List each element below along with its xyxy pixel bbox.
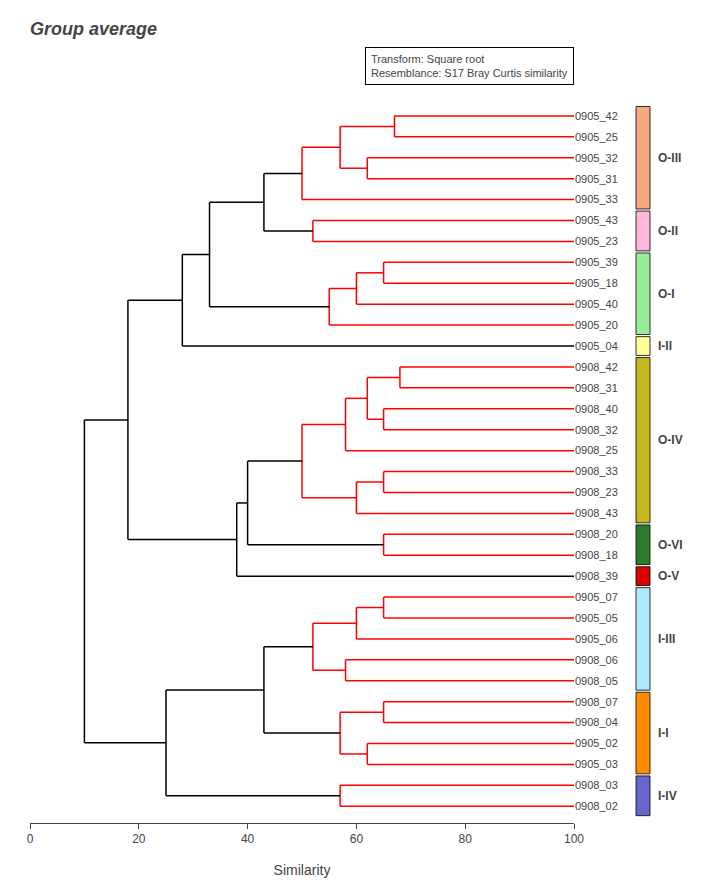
svg-text:0905_04: 0905_04 bbox=[575, 340, 618, 352]
svg-text:0905_03: 0905_03 bbox=[575, 758, 618, 770]
svg-text:100: 100 bbox=[564, 832, 584, 846]
svg-text:0908_31: 0908_31 bbox=[575, 382, 618, 394]
svg-text:0905_05: 0905_05 bbox=[575, 612, 618, 624]
svg-text:I-III: I-III bbox=[658, 632, 675, 646]
svg-text:0905_43: 0905_43 bbox=[575, 214, 618, 226]
svg-text:O-I: O-I bbox=[658, 287, 675, 301]
svg-text:0908_06: 0908_06 bbox=[575, 654, 618, 666]
svg-text:0905_40: 0905_40 bbox=[575, 298, 618, 310]
svg-text:0905_18: 0905_18 bbox=[575, 277, 618, 289]
svg-text:0908_05: 0908_05 bbox=[575, 675, 618, 687]
svg-text:0908_39: 0908_39 bbox=[575, 570, 618, 582]
svg-text:0905_42: 0905_42 bbox=[575, 110, 618, 122]
svg-text:0908_33: 0908_33 bbox=[575, 465, 618, 477]
svg-text:0908_18: 0908_18 bbox=[575, 549, 618, 561]
svg-text:0905_07: 0905_07 bbox=[575, 591, 618, 603]
svg-text:0908_02: 0908_02 bbox=[575, 800, 618, 812]
svg-text:I-II: I-II bbox=[658, 339, 672, 353]
svg-text:0: 0 bbox=[27, 832, 34, 846]
svg-text:0908_40: 0908_40 bbox=[575, 403, 618, 415]
svg-text:0908_03: 0908_03 bbox=[575, 779, 618, 791]
svg-text:O-IV: O-IV bbox=[658, 433, 683, 447]
svg-text:0908_25: 0908_25 bbox=[575, 444, 618, 456]
svg-text:80: 80 bbox=[459, 832, 473, 846]
svg-text:O-V: O-V bbox=[658, 569, 679, 583]
svg-text:0905_06: 0905_06 bbox=[575, 633, 618, 645]
svg-text:O-III: O-III bbox=[658, 151, 681, 165]
svg-text:0908_42: 0908_42 bbox=[575, 361, 618, 373]
svg-text:0905_31: 0905_31 bbox=[575, 173, 618, 185]
svg-text:0905_25: 0905_25 bbox=[575, 131, 618, 143]
svg-text:0905_20: 0905_20 bbox=[575, 319, 618, 331]
svg-text:60: 60 bbox=[350, 832, 364, 846]
svg-text:0908_43: 0908_43 bbox=[575, 507, 618, 519]
svg-text:Transform: Square rootResembla: Transform: Square rootResemblance: S17 B… bbox=[371, 53, 568, 79]
svg-text:Similarity: Similarity bbox=[274, 862, 331, 878]
svg-text:0908_32: 0908_32 bbox=[575, 424, 618, 436]
svg-text:O-VI: O-VI bbox=[658, 538, 683, 552]
svg-text:20: 20 bbox=[132, 832, 146, 846]
svg-text:0905_39: 0905_39 bbox=[575, 256, 618, 268]
svg-text:0908_04: 0908_04 bbox=[575, 716, 618, 728]
svg-text:40: 40 bbox=[241, 832, 255, 846]
svg-text:I-I: I-I bbox=[658, 726, 669, 740]
svg-text:0908_23: 0908_23 bbox=[575, 486, 618, 498]
svg-text:0905_02: 0905_02 bbox=[575, 737, 618, 749]
svg-text:O-II: O-II bbox=[658, 224, 678, 238]
svg-text:0905_32: 0905_32 bbox=[575, 152, 618, 164]
svg-text:0905_23: 0905_23 bbox=[575, 235, 618, 247]
svg-text:0905_33: 0905_33 bbox=[575, 193, 618, 205]
svg-text:0908_20: 0908_20 bbox=[575, 528, 618, 540]
svg-text:0908_07: 0908_07 bbox=[575, 696, 618, 708]
svg-text:I-IV: I-IV bbox=[658, 789, 677, 803]
svg-text:Group average: Group average bbox=[30, 19, 157, 39]
